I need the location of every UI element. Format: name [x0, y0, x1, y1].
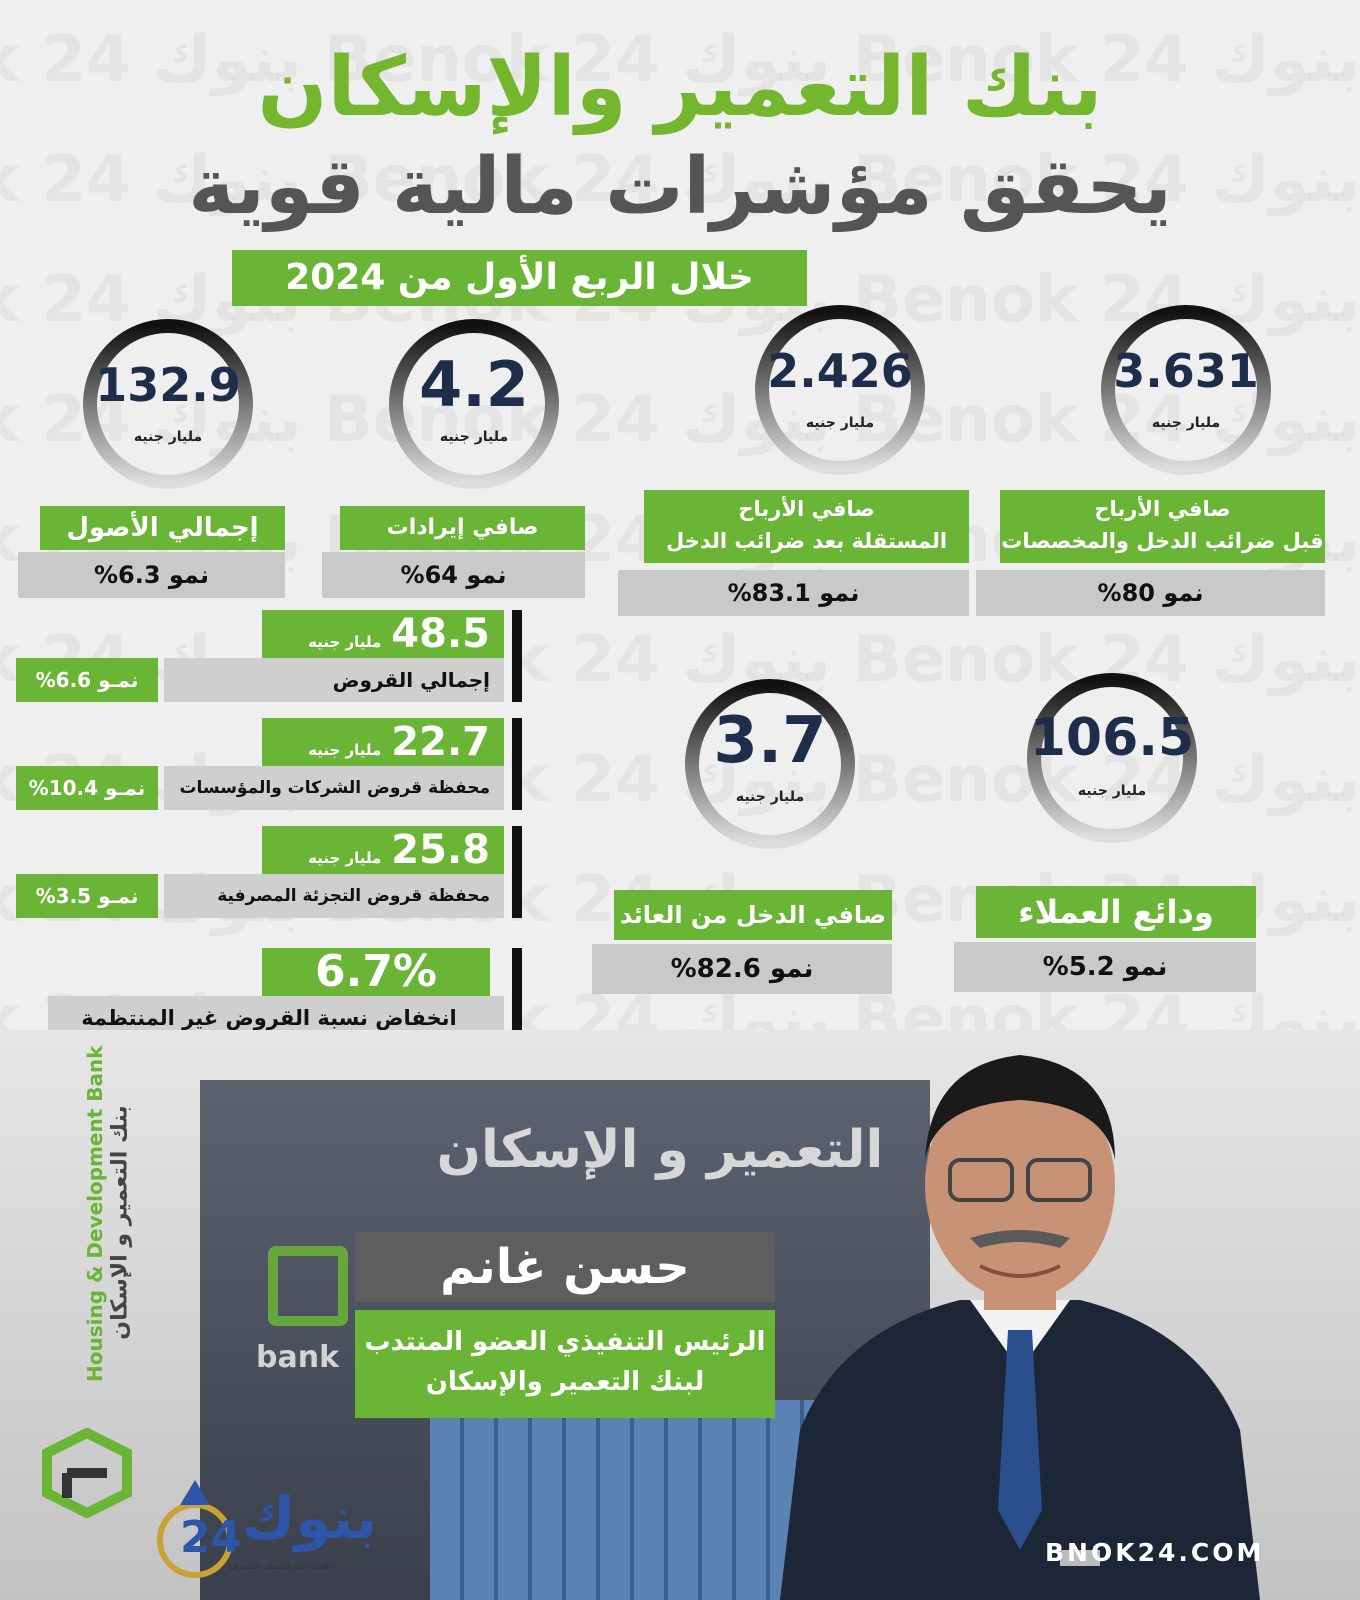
loan-value: 22.7 — [391, 719, 490, 765]
metric-label-total-assets: إجمالي الأصول — [40, 506, 285, 550]
building-sign: التعمير و الإسكان — [436, 1120, 884, 1180]
bnok24-word: بنوك — [242, 1484, 377, 1552]
metric-label-profit-before-tax: صافي الأرباح قبل ضرائب الدخل والمخصصات — [1000, 490, 1325, 563]
ring-gauge-icon — [685, 679, 855, 849]
building-logo-icon — [268, 1246, 348, 1326]
bnok24-logo: 24 بنوك نافذتك على الخدمات المصرفية — [150, 1470, 390, 1585]
ring-metric-total-assets: 132.9 مليار جنيه — [78, 314, 258, 494]
loan-row-name: محفظة قروض التجزئة المصرفية — [164, 874, 504, 918]
site-url: BNOK24.COM — [1045, 1538, 1265, 1567]
metric-value: 3.7 — [713, 704, 827, 778]
loan-row-growth: نمـو 10.4% — [16, 766, 158, 810]
ring-gauge-icon — [755, 305, 925, 475]
loan-row-value: 22.7 مليار جنيه — [262, 718, 504, 766]
loan-unit: مليار جنيه — [308, 741, 382, 759]
growth-net-profit: نمو 83.1% — [618, 570, 969, 616]
loan-row-value: 25.8 مليار جنيه — [262, 826, 504, 874]
metric-unit: مليار جنيه — [805, 415, 875, 431]
metric-value: 106.5 — [1029, 708, 1195, 768]
row-divider — [512, 718, 522, 810]
ring-metric-operating-income: 4.2 مليار جنيه — [384, 314, 564, 494]
growth-total-assets: نمو 6.3% — [18, 552, 285, 598]
loan-row-value: 48.5 مليار جنيه — [262, 610, 504, 658]
ring-metric-profit-before-tax: 3.631 مليار جنيه — [1096, 300, 1276, 480]
page-subtitle: يحقق مؤشرات مالية قوية — [188, 142, 1172, 232]
hdb-logo-icon — [42, 1428, 132, 1518]
page-title: بنك التعمير والإسكان — [257, 40, 1103, 135]
metric-unit: مليار جنيه — [439, 429, 509, 445]
ring-gauge-icon — [83, 319, 253, 489]
metric-label-net-interest-income: صافي الدخل من العائد — [614, 890, 892, 940]
metric-value: 4.2 — [419, 348, 529, 421]
metric-label-operating-income: صافي إيرادات التشغيل — [340, 506, 585, 584]
npl-value: 6.7% — [314, 946, 438, 997]
metric-value: 132.9 — [95, 358, 241, 412]
bnok24-emblem-icon — [157, 1480, 233, 1578]
brand-arabic: بنك التعمير و الإسكان — [107, 1105, 133, 1340]
loan-unit: مليار جنيه — [308, 849, 382, 867]
npl-value-box: 6.7% — [262, 948, 490, 996]
loan-row-name: إجمالي القروض — [164, 658, 504, 702]
loan-row-growth: نمـو 3.5% — [16, 874, 158, 918]
metric-unit: مليار جنيه — [735, 789, 805, 805]
loan-row-growth: نمـو 6.6% — [16, 658, 158, 702]
metric-value: 3.631 — [1113, 344, 1259, 398]
label-line2: المستقلة بعد ضرائب الدخل — [665, 529, 948, 553]
growth-operating-income: نمو 64% — [322, 552, 585, 598]
ring-gauge-icon — [1101, 305, 1271, 475]
loan-value: 25.8 — [391, 827, 490, 873]
ring-gauge-icon — [1027, 673, 1197, 843]
metric-unit: مليار جنيه — [1151, 415, 1221, 431]
growth-profit-before-tax: نمو 80% — [976, 570, 1325, 616]
person-title-line2: لبنك التعمير والإسكان — [425, 1367, 705, 1397]
loan-row-name: محفظة قروض الشركات والمؤسسات — [164, 766, 504, 810]
building-bank-text: bank — [256, 1340, 340, 1375]
ring-metric-net-interest-income: 3.7 مليار جنيه — [680, 674, 860, 854]
ring-gauge-icon — [389, 319, 559, 489]
ring-metric-deposits: 106.5 مليار جنيه — [1022, 668, 1202, 848]
growth-deposits: نمو 5.2% — [954, 942, 1256, 992]
loan-unit: مليار جنيه — [308, 633, 382, 651]
growth-net-interest-income: نمو 82.6% — [592, 944, 892, 994]
row-divider — [512, 826, 522, 918]
bnok24-number: 24 — [180, 1512, 242, 1563]
person-title: الرئيس التنفيذي العضو المنتدب لبنك التعم… — [355, 1310, 775, 1418]
bnok24-tagline: نافذتك على الخدمات المصرفية — [228, 1562, 331, 1571]
vertical-brand: Housing & Development Bank بنك التعمير و… — [60, 1045, 133, 1400]
brand-english: Housing & Development Bank — [83, 1045, 107, 1382]
metric-label-net-profit: صافي الأرباح المستقلة بعد ضرائب الدخل — [644, 490, 969, 563]
metric-value: 2.426 — [767, 344, 913, 398]
row-divider — [512, 610, 522, 702]
person-title-line1: الرئيس التنفيذي العضو المنتدب — [364, 1327, 766, 1357]
metric-unit: مليار جنيه — [133, 429, 203, 445]
label-line2: قبل ضرائب الدخل والمخصصات — [1001, 529, 1324, 553]
label-line1: صافي الأرباح — [1094, 497, 1231, 521]
person-name: حسن غانم — [355, 1232, 775, 1302]
metric-unit: مليار جنيه — [1077, 783, 1147, 799]
row-divider — [512, 948, 522, 1040]
metric-label-deposits: ودائع العملاء — [976, 886, 1256, 938]
period-banner: خلال الربع الأول من 2024 — [232, 250, 807, 306]
label-line1: صافي الأرباح — [738, 497, 875, 521]
person-portrait-icon — [780, 1055, 1260, 1600]
ring-metric-net-profit: 2.426 مليار جنيه — [750, 300, 930, 480]
loan-value: 48.5 — [391, 611, 490, 657]
